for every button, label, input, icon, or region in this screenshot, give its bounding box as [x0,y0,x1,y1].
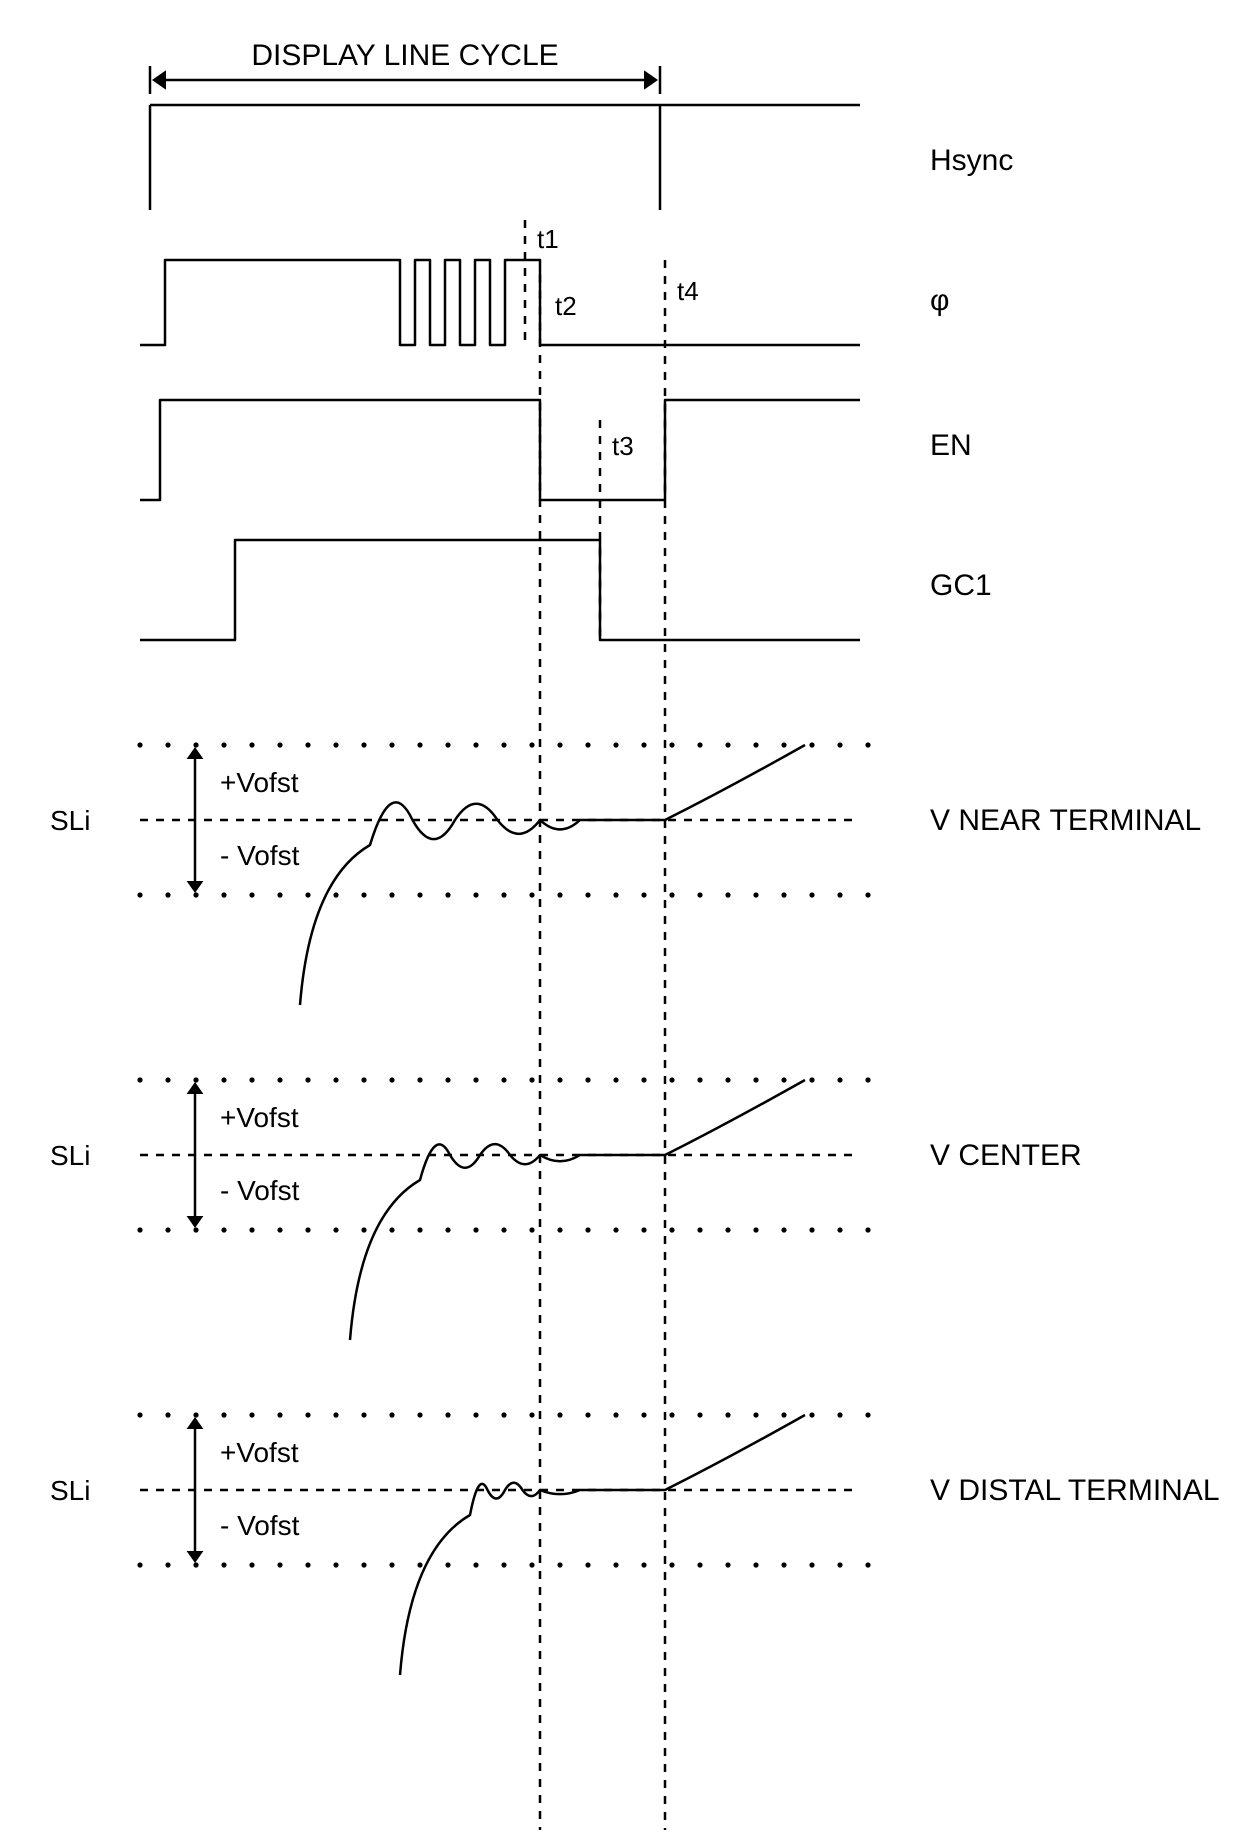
gc1-label: GC1 [930,569,992,602]
vofst-pos: +Vofst [220,1102,299,1133]
diagram-title: DISPLAY LINE CYCLE [251,39,558,72]
wave-location-label: V CENTER [930,1139,1082,1172]
en-label: EN [930,429,972,462]
t4-label: t4 [677,276,699,306]
hsync-label: Hsync [930,144,1013,177]
t3-label: t3 [612,431,634,461]
timing-diagram: DISPLAY LINE CYCLE Hsync φ EN GC1 t1 t2 t3 t4 SLi… [0,0,1240,1832]
vofst-pos: +Vofst [220,1437,299,1468]
t2-label: t2 [555,291,577,321]
vofst-neg: - Vofst [220,1510,300,1541]
vofst-neg: - Vofst [220,840,300,871]
wave-location-label: V DISTAL TERMINAL [930,1474,1220,1507]
vofst-neg: - Vofst [220,1175,300,1206]
sli-label: SLi [50,1140,90,1171]
sli-label: SLi [50,1475,90,1506]
wave-location-label: V NEAR TERMINAL [930,804,1201,837]
vofst-pos: +Vofst [220,767,299,798]
t1-label: t1 [537,224,559,254]
phi-label: φ [930,284,949,317]
sli-label: SLi [50,805,90,836]
